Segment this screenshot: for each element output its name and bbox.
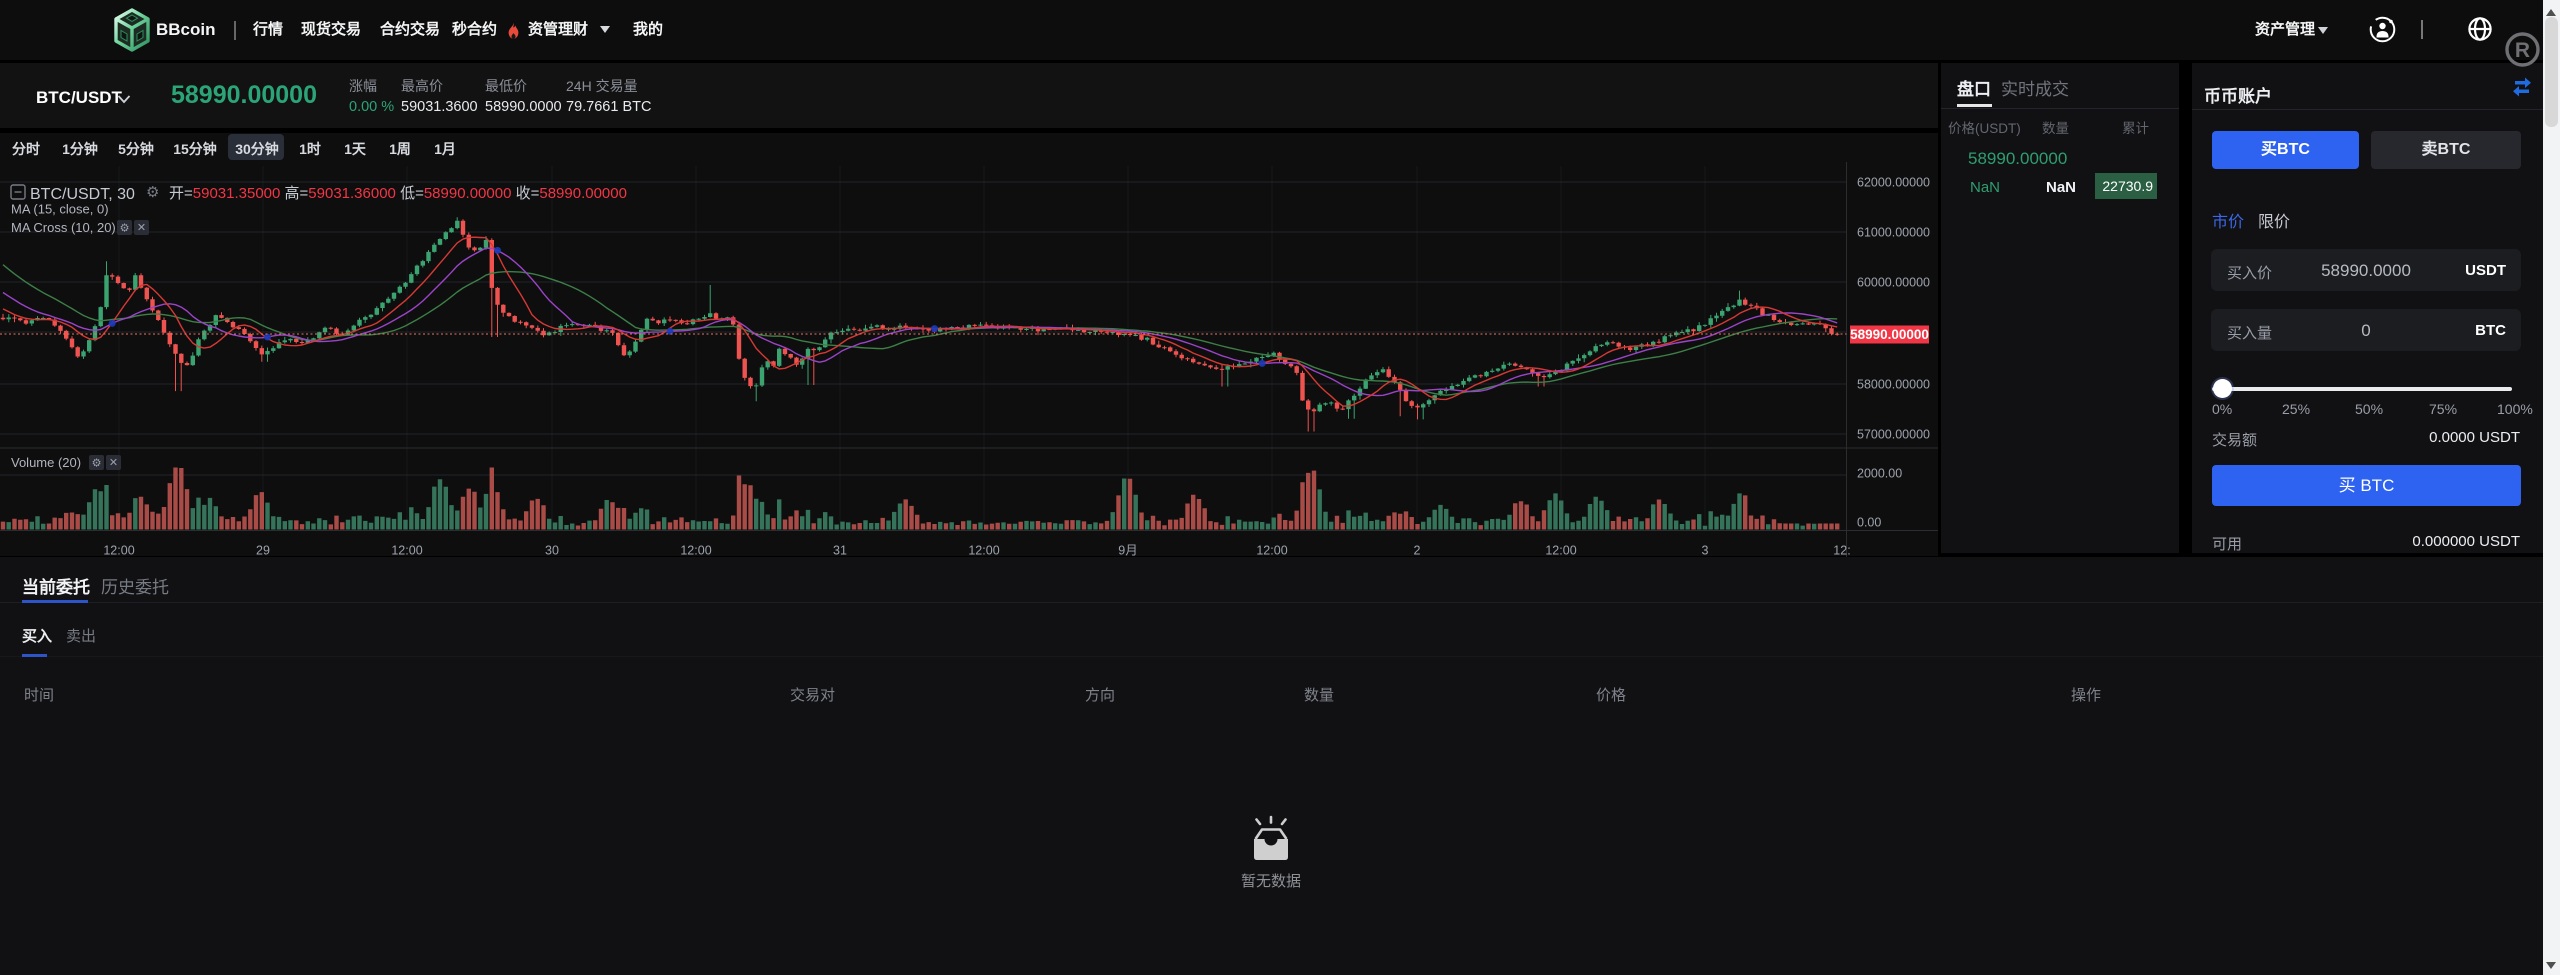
svg-text:12:: 12: (1833, 544, 1850, 558)
svg-text:31: 31 (833, 544, 847, 558)
svg-text:MA (15, close, 0): MA (15, close, 0) (11, 202, 109, 217)
svg-text:Volume (20): Volume (20) (11, 455, 81, 470)
svg-text:58990.00000: 58990.00000 (1850, 327, 1929, 342)
svg-text:⚙: ⚙ (92, 458, 102, 470)
svg-text:57000.00000: 57000.00000 (1857, 428, 1930, 442)
svg-text:61000.00000: 61000.00000 (1857, 226, 1930, 240)
svg-text:58000.00000: 58000.00000 (1857, 378, 1930, 392)
svg-text:12:00: 12:00 (1545, 544, 1576, 558)
svg-text:MA Cross (10, 20): MA Cross (10, 20) (11, 220, 116, 235)
svg-text:2: 2 (1414, 544, 1421, 558)
svg-text:9月: 9月 (1118, 544, 1137, 558)
svg-text:30: 30 (545, 544, 559, 558)
svg-text:12:00: 12:00 (103, 544, 134, 558)
svg-text:12:00: 12:00 (680, 544, 711, 558)
svg-text:R: R (2515, 39, 2530, 62)
svg-text:60000.00000: 60000.00000 (1857, 276, 1930, 290)
svg-text:29: 29 (256, 544, 270, 558)
svg-text:12:00: 12:00 (391, 544, 422, 558)
svg-text:开=59031.35000 高=59031.36000 低=: 开=59031.35000 高=59031.36000 低=58990.0000… (169, 185, 627, 202)
svg-text:0.00: 0.00 (1857, 516, 1881, 530)
svg-text:2000.00: 2000.00 (1857, 467, 1902, 481)
svg-text:62000.00000: 62000.00000 (1857, 176, 1930, 190)
svg-text:⚙: ⚙ (146, 184, 159, 201)
svg-text:⚙: ⚙ (120, 223, 130, 235)
svg-text:✕: ✕ (137, 222, 146, 234)
svg-text:3: 3 (1702, 544, 1709, 558)
svg-text:12:00: 12:00 (968, 544, 999, 558)
svg-text:BTC/USDT, 30: BTC/USDT, 30 (30, 186, 135, 203)
svg-text:✕: ✕ (109, 457, 118, 469)
svg-text:12:00: 12:00 (1256, 544, 1287, 558)
